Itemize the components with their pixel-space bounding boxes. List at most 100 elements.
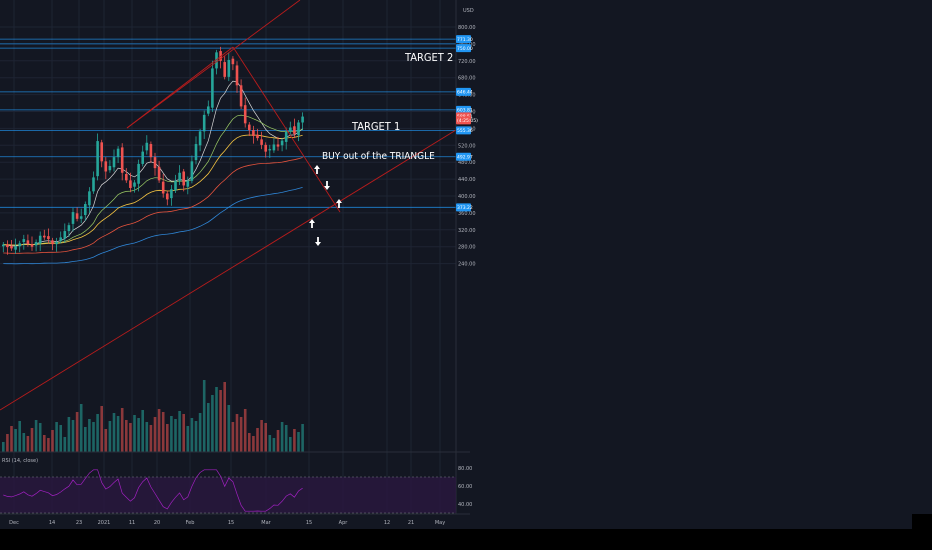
trend-lines[interactable] [0, 0, 457, 411]
candle-body [55, 242, 58, 245]
right-dark-area [470, 0, 932, 514]
volume-bar [284, 425, 288, 452]
candle-body [190, 161, 194, 181]
time-tick-label: Feb [186, 520, 195, 526]
candle-body [59, 237, 62, 241]
candle-body [284, 131, 288, 142]
ema-red-line [3, 157, 303, 254]
candle-body [153, 157, 157, 169]
candlesticks [2, 46, 304, 255]
candle-body [293, 126, 296, 134]
candle-body [22, 239, 26, 243]
candle-body [38, 235, 42, 244]
volume-bar [116, 416, 120, 452]
candle-body [88, 191, 91, 206]
buy-label[interactable]: BUY out of the TRIANGLE [322, 151, 435, 162]
candle-body [149, 144, 153, 158]
volume-bar [145, 422, 149, 452]
candle-body [43, 235, 46, 238]
candle-body [252, 130, 255, 137]
volume-bar [207, 403, 210, 452]
time-tick-label: 23 [76, 520, 82, 526]
candle-body [104, 161, 108, 172]
up-arrow-icon [314, 165, 320, 174]
volume-bar [174, 419, 177, 452]
price-tick-label: 480.00 [458, 160, 476, 166]
candle-body [289, 127, 292, 132]
up-arrow-icon [309, 219, 315, 228]
candle-body [235, 65, 239, 86]
price-tick-label: 240.00 [458, 262, 476, 268]
upper-channel-line[interactable] [126, 0, 301, 129]
candle-body [79, 216, 83, 219]
volume-bar [231, 422, 235, 452]
candle-body [186, 180, 190, 187]
candle-body [276, 144, 280, 147]
price-badge: 771.30 [456, 35, 473, 44]
price-tick-label: 400.00 [458, 194, 476, 200]
volume-bar [157, 409, 161, 452]
price-tick-label: 520.00 [458, 143, 476, 149]
price-badge: 646.44 [456, 87, 473, 96]
candle-body [166, 193, 169, 200]
volume-bar [84, 427, 87, 452]
price-badge-label: 492.97 [457, 155, 473, 161]
candle-body [231, 58, 235, 65]
volume-bar [289, 437, 292, 452]
grid-lines [0, 0, 456, 514]
volume-bars [2, 380, 304, 452]
price-tick-label: 680.00 [458, 76, 476, 82]
candle-body [84, 204, 87, 216]
volume-bar [120, 408, 124, 452]
target2-label[interactable]: TARGET 2 [404, 51, 453, 64]
candle-body [145, 142, 149, 151]
candle-body [280, 140, 284, 146]
candle-body [260, 139, 263, 145]
down-arrow-icon [315, 237, 321, 246]
target1-label[interactable]: TARGET 1 [351, 120, 400, 133]
volume-bar [2, 442, 5, 452]
triangle-lower-line[interactable] [0, 129, 457, 411]
volume-bar [92, 422, 95, 452]
price-badge-label: 646.44 [457, 90, 473, 96]
volume-bar [161, 412, 165, 452]
volume-bar [10, 426, 13, 452]
candle-body [14, 246, 17, 250]
time-tick-label: 15 [306, 520, 312, 526]
volume-bar [96, 414, 99, 452]
time-tick-label: Dec [9, 520, 19, 526]
volume-bar [6, 434, 9, 452]
upper-trend-line[interactable] [126, 46, 234, 129]
volume-bar [198, 413, 202, 452]
annotations[interactable]: TARGET 2 TARGET 1 BUY out of the TRIANGL… [322, 51, 453, 162]
right-black-edge [912, 514, 932, 529]
candle-body [207, 106, 210, 114]
volume-bar [219, 390, 222, 452]
volume-bar [153, 417, 157, 452]
candle-body [301, 116, 304, 123]
currency-label: USD [463, 8, 474, 14]
volume-bar [30, 428, 34, 452]
triangle-upper-line[interactable] [232, 46, 341, 213]
rsi-band [0, 477, 456, 513]
volume-bar [129, 423, 132, 452]
volume-bar [243, 409, 247, 452]
volume-bar [239, 417, 243, 452]
volume-bar [133, 415, 136, 452]
candle-body [112, 157, 116, 168]
price-tick-label: 720.00 [458, 59, 476, 65]
volume-bar [104, 429, 108, 452]
volume-bar [79, 404, 83, 452]
candle-body [18, 243, 21, 247]
candle-body [116, 148, 120, 158]
rsi-panel[interactable]: RSI (14, close) 80.00 60.00 40.00 [0, 451, 472, 514]
price-badge-label: (4:25:05) [457, 118, 478, 124]
candle-body [2, 244, 5, 247]
candle-body [133, 182, 136, 187]
volume-bar [252, 436, 255, 452]
time-tick-label: May [435, 520, 445, 526]
bottom-black-bar [0, 529, 932, 550]
time-axis[interactable]: Dec 14 23 2021 11 20 Feb 15 Mar 15 Apr 12 21 May [0, 513, 470, 526]
time-tick-label: 15 [228, 520, 234, 526]
